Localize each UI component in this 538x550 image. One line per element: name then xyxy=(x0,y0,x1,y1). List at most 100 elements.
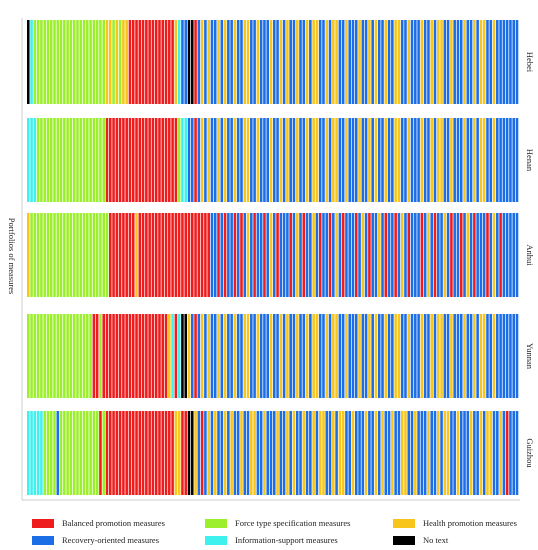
panel-anhui xyxy=(27,213,519,297)
bar-henan-58 xyxy=(213,118,217,202)
bar-yunnan-146 xyxy=(502,314,506,398)
bar-anhui-22 xyxy=(95,213,99,297)
panel-hebei xyxy=(27,20,519,104)
bar-anhui-16 xyxy=(76,213,79,297)
bar-anhui-1 xyxy=(27,213,30,297)
bar-guizhou-114 xyxy=(397,411,401,495)
bar-anhui-95 xyxy=(335,213,338,297)
bar-guizhou-113 xyxy=(394,411,397,495)
bar-henan-75 xyxy=(269,118,273,202)
bar-yunnan-12 xyxy=(63,314,66,398)
bar-hebei-85 xyxy=(302,20,306,104)
legend-item-recovery: Recovery-oriented measures xyxy=(32,533,159,547)
bar-henan-53 xyxy=(197,118,201,202)
bar-henan-68 xyxy=(246,118,250,202)
bar-guizhou-87 xyxy=(309,411,312,495)
bar-anhui-54 xyxy=(200,213,204,297)
bar-henan-69 xyxy=(250,118,253,202)
bar-anhui-62 xyxy=(227,213,230,297)
bar-hebei-113 xyxy=(394,20,397,104)
bar-guizhou-112 xyxy=(391,411,394,495)
bar-hebei-25 xyxy=(105,20,109,104)
bar-guizhou-86 xyxy=(305,411,309,495)
bar-guizhou-82 xyxy=(292,411,296,495)
bar-anhui-51 xyxy=(191,213,194,297)
bar-anhui-20 xyxy=(89,213,92,297)
bar-henan-96 xyxy=(338,118,342,202)
bar-anhui-121 xyxy=(420,213,424,297)
bar-yunnan-93 xyxy=(328,314,332,398)
bar-guizhou-12 xyxy=(63,411,66,495)
bar-yunnan-86 xyxy=(305,314,309,398)
bar-yunnan-16 xyxy=(76,314,79,398)
bar-guizhou-128 xyxy=(443,411,447,495)
bar-hebei-22 xyxy=(95,20,99,104)
bar-henan-67 xyxy=(243,118,247,202)
bar-anhui-91 xyxy=(322,213,325,297)
bar-guizhou-64 xyxy=(233,411,237,495)
legend-item-notext: No text xyxy=(393,533,448,547)
bar-henan-66 xyxy=(240,118,243,202)
bar-guizhou-49 xyxy=(184,411,187,495)
bar-hebei-121 xyxy=(420,20,424,104)
bar-anhui-77 xyxy=(276,213,279,297)
bar-yunnan-61 xyxy=(223,314,227,398)
bar-anhui-136 xyxy=(469,213,473,297)
bar-yunnan-96 xyxy=(338,314,342,398)
bar-henan-113 xyxy=(394,118,397,202)
bar-anhui-87 xyxy=(309,213,312,297)
bar-hebei-96 xyxy=(338,20,342,104)
bar-guizhou-132 xyxy=(456,411,460,495)
bar-henan-18 xyxy=(82,118,86,202)
bar-henan-139 xyxy=(479,118,483,202)
bar-henan-14 xyxy=(69,118,73,202)
bar-hebei-20 xyxy=(89,20,92,104)
bar-anhui-7 xyxy=(46,213,50,297)
bar-anhui-129 xyxy=(446,213,450,297)
legend-swatch-info xyxy=(205,535,227,545)
bar-anhui-98 xyxy=(345,213,348,297)
bar-guizhou-108 xyxy=(377,411,381,495)
bar-anhui-71 xyxy=(256,213,260,297)
bar-guizhou-14 xyxy=(69,411,73,495)
bar-yunnan-66 xyxy=(240,314,243,398)
legend-swatch-health xyxy=(393,518,415,528)
bar-hebei-126 xyxy=(437,20,440,104)
bar-guizhou-121 xyxy=(420,411,424,495)
bar-guizhou-77 xyxy=(276,411,279,495)
bar-guizhou-135 xyxy=(466,411,470,495)
legend-swatch-notext xyxy=(393,535,415,545)
bar-hebei-77 xyxy=(276,20,279,104)
bar-guizhou-36 xyxy=(141,411,145,495)
bar-henan-119 xyxy=(414,118,417,202)
bar-anhui-65 xyxy=(236,213,240,297)
bar-anhui-43 xyxy=(164,213,168,297)
bar-anhui-21 xyxy=(92,213,96,297)
bar-yunnan-74 xyxy=(266,314,269,398)
bar-anhui-148 xyxy=(509,213,512,297)
bar-henan-29 xyxy=(118,118,122,202)
bar-hebei-68 xyxy=(246,20,250,104)
bar-hebei-38 xyxy=(148,20,151,104)
bar-hebei-92 xyxy=(325,20,329,104)
bar-henan-85 xyxy=(302,118,306,202)
bar-henan-20 xyxy=(89,118,92,202)
bar-yunnan-131 xyxy=(453,314,456,398)
bar-anhui-41 xyxy=(158,213,161,297)
bar-anhui-6 xyxy=(43,213,46,297)
bar-henan-127 xyxy=(440,118,443,202)
bar-guizhou-148 xyxy=(509,411,512,495)
bar-guizhou-57 xyxy=(210,411,214,495)
bar-henan-86 xyxy=(305,118,309,202)
bar-yunnan-33 xyxy=(131,314,135,398)
bar-anhui-10 xyxy=(56,213,60,297)
bar-guizhou-59 xyxy=(217,411,220,495)
bar-yunnan-119 xyxy=(414,314,417,398)
bar-yunnan-134 xyxy=(463,314,466,398)
bar-guizhou-55 xyxy=(204,411,207,495)
bar-henan-146 xyxy=(502,118,506,202)
bar-henan-137 xyxy=(473,118,476,202)
bar-yunnan-52 xyxy=(194,314,197,398)
bar-henan-7 xyxy=(46,118,50,202)
bar-hebei-101 xyxy=(355,20,358,104)
